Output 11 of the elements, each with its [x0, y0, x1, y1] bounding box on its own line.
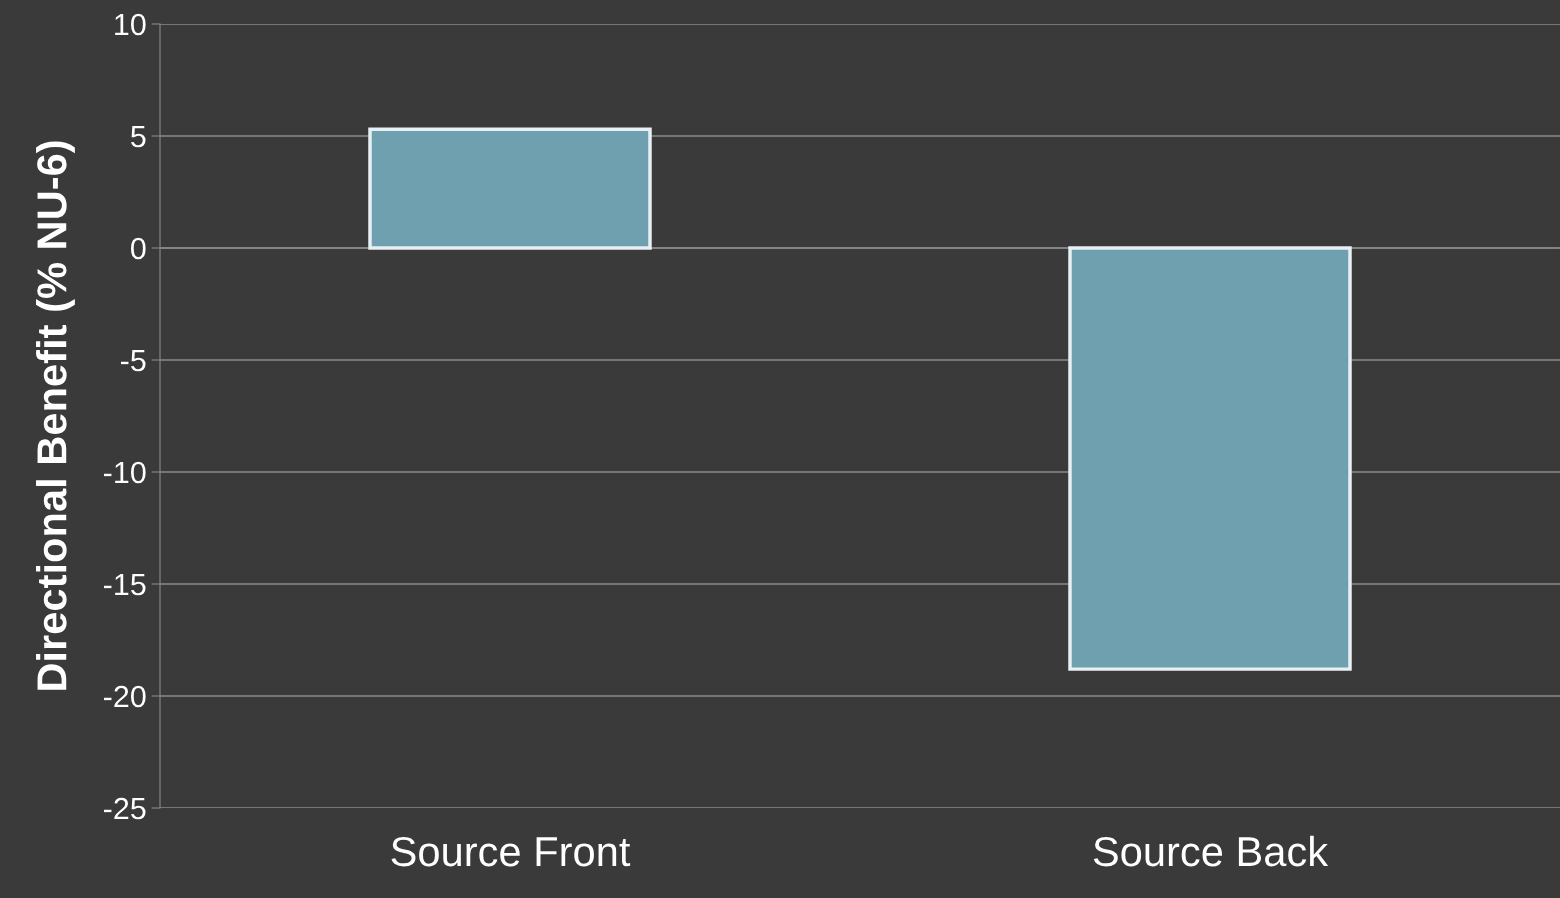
y-tick-label: -20 — [104, 685, 146, 708]
y-tick-label: -5 — [121, 350, 146, 372]
x-tick-label: Source Back — [1093, 835, 1329, 867]
y-tick-label: 10 — [115, 13, 146, 36]
y-tick-label: 0 — [131, 237, 146, 260]
y-tick-label: -15 — [104, 574, 146, 596]
y-tick-label: -25 — [104, 797, 146, 820]
y-axis-title: Directional Benefit (% NU-6) — [36, 141, 75, 690]
x-tick-label: Source Front — [391, 836, 631, 867]
y-tick-label: 5 — [131, 126, 146, 148]
y-tick-label: -10 — [104, 461, 146, 484]
